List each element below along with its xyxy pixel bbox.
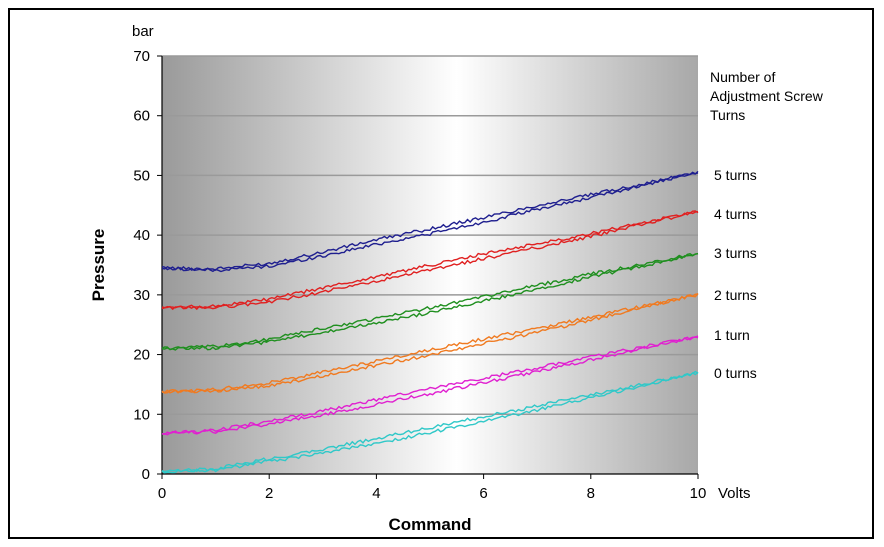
y-tick-label: 20 <box>133 347 150 364</box>
y-tick-label: 50 <box>133 167 150 184</box>
gridlines <box>162 55 698 416</box>
legend-label-2-turns: 2 turns <box>714 287 757 303</box>
y-axis-title: Pressure <box>89 229 108 302</box>
series-line-4-turns <box>161 210 699 311</box>
series-line-5-turns <box>161 170 699 273</box>
legend-label-1-turn: 1 turn <box>714 327 750 343</box>
x-tick-label: 0 <box>158 485 166 502</box>
y-tick-label: 10 <box>133 406 150 423</box>
series-line-3-turns <box>161 253 699 351</box>
chart-frame: 0 10 20 30 40 50 60 70 0 2 4 6 8 10 bar Volts Command Pre… <box>8 8 874 539</box>
x-tick-label: 2 <box>265 485 273 502</box>
series-line-3-turns <box>161 252 699 351</box>
x-axis-title: Command <box>388 515 471 534</box>
series-line-1-turn <box>161 336 699 436</box>
labels: 0 10 20 30 40 50 60 70 0 2 4 6 8 10 bar Volts Command Pre… <box>89 23 824 534</box>
series-line-5-turns <box>161 171 699 272</box>
series-lines <box>161 170 699 474</box>
x-unit-label: Volts <box>718 485 751 502</box>
axes <box>157 55 699 479</box>
series-line-2-turns <box>161 293 699 394</box>
legend-label-0-turns: 0 turns <box>714 365 757 381</box>
legend-label-4-turns: 4 turns <box>714 206 757 222</box>
series-line-4-turns <box>161 210 699 311</box>
y-unit-label: bar <box>132 23 154 40</box>
legend-label-5-turns: 5 turns <box>714 167 757 183</box>
series-line-0-turns <box>161 371 699 474</box>
y-tick-label: 0 <box>142 466 150 483</box>
y-tick-label: 40 <box>133 227 150 244</box>
x-tick-label: 8 <box>587 485 595 502</box>
y-tick-label: 30 <box>133 287 150 304</box>
pressure-command-chart: 0 10 20 30 40 50 60 70 0 2 4 6 8 10 bar Volts Command Pre… <box>89 23 824 534</box>
y-tick-label: 60 <box>133 108 150 125</box>
series-line-2-turns <box>161 293 699 394</box>
x-tick-label: 10 <box>690 485 707 502</box>
x-tick-label: 6 <box>479 485 487 502</box>
x-tick-label: 4 <box>372 485 380 502</box>
series-line-1-turn <box>161 335 699 436</box>
legend-label-3-turns: 3 turns <box>714 245 757 261</box>
legend-title: Number of Adjustment Screw Turns <box>710 69 824 123</box>
plot-area <box>162 56 698 474</box>
y-tick-label: 70 <box>133 48 150 65</box>
